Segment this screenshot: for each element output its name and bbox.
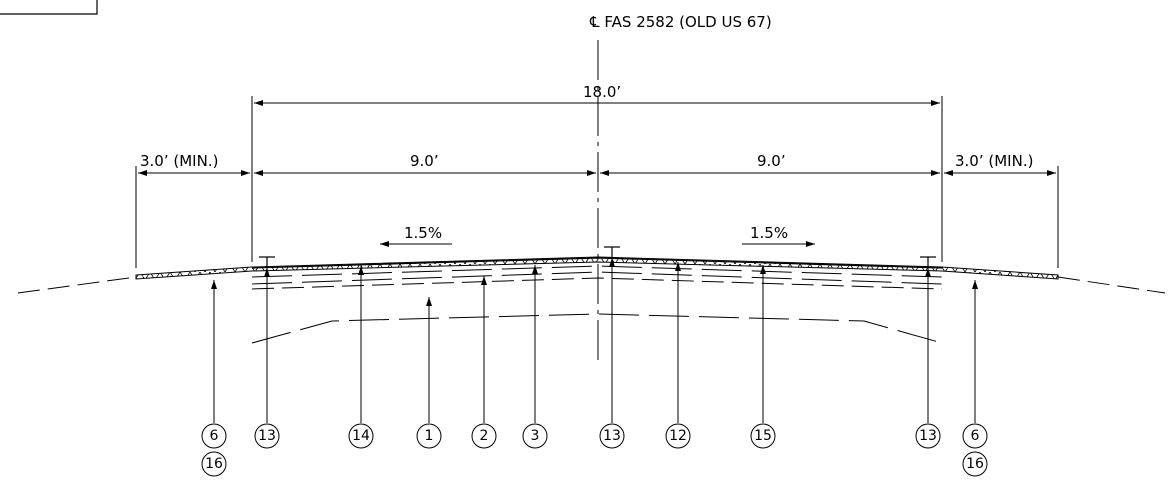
callout-6-left: 6 16 [201, 423, 227, 477]
left-shoulder-dimension: 3.0’ (MIN.) [140, 152, 218, 170]
leader-lines [211, 258, 978, 423]
svg-text:12: 12 [669, 428, 687, 444]
svg-text:16: 16 [966, 456, 984, 472]
callout-13-right: 13 [915, 423, 941, 449]
svg-text:14: 14 [352, 428, 370, 444]
svg-text:13: 13 [919, 428, 937, 444]
overall-dimension-label: 18.0’ [583, 83, 621, 101]
callout-13-center: 13 [599, 423, 625, 449]
slope-left-label: 1.5% [404, 224, 442, 242]
svg-text:16: 16 [205, 456, 223, 472]
pavement-surface [135, 256, 1059, 280]
lane-dimensions: 3.0’ (MIN.) 9.0’ 9.0’ 3.0’ (MIN.) [135, 152, 1059, 268]
edge-marker-center [604, 246, 620, 257]
callout-13-left: 13 [254, 423, 280, 449]
slope-right: 1.5% [742, 224, 815, 247]
left-lane-dimension: 9.0’ [410, 152, 439, 170]
centerline-label: ℄ FAS 2582 (OLD US 67) [589, 13, 772, 31]
callout-6-right: 6 16 [962, 423, 988, 477]
callout-3: 3 [522, 423, 548, 449]
callout-2: 2 [471, 423, 497, 449]
callout-15: 15 [750, 423, 776, 449]
right-lane-dimension: 9.0’ [757, 152, 786, 170]
edge-marker-left [259, 256, 275, 267]
overall-dimension: 18.0’ [251, 83, 943, 262]
layer-line-2 [251, 271, 943, 285]
svg-text:13: 13 [603, 428, 621, 444]
right-shoulder-dimension: 3.0’ (MIN.) [955, 152, 1033, 170]
ground-line-right [1057, 276, 1166, 294]
title-block-corner [0, 0, 98, 15]
slope-right-label: 1.5% [750, 224, 788, 242]
layer-line-bottom [251, 313, 943, 344]
svg-text:6: 6 [210, 428, 219, 444]
slope-left: 1.5% [380, 224, 452, 247]
svg-text:6: 6 [971, 428, 980, 444]
ground-line-left [17, 276, 137, 294]
svg-text:13: 13 [258, 428, 276, 444]
svg-text:15: 15 [754, 428, 772, 444]
callout-1: 1 [416, 423, 442, 449]
svg-text:1: 1 [425, 428, 434, 444]
callout-12: 12 [665, 423, 691, 449]
edge-marker-right [920, 256, 936, 267]
callout-14: 14 [348, 423, 374, 449]
layer-line-3 [251, 277, 943, 290]
svg-text:2: 2 [480, 428, 489, 444]
svg-text:3: 3 [531, 428, 540, 444]
layer-line-1 [251, 265, 943, 278]
